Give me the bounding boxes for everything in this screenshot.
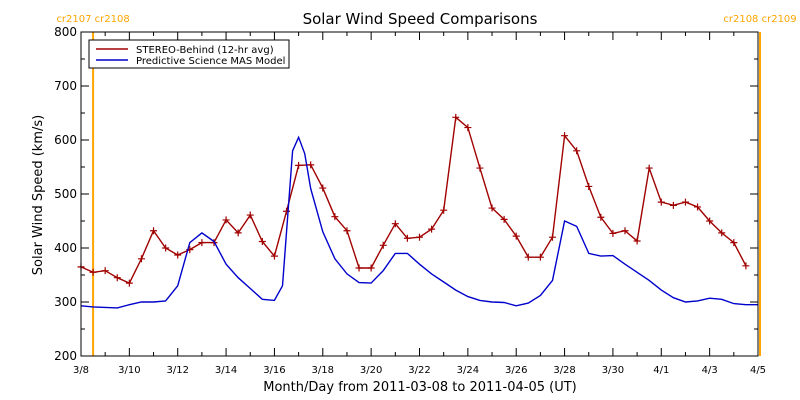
data-point <box>391 220 399 228</box>
x-tick-label: 3/24 <box>457 365 479 376</box>
rotation-marker-label: cr2107 cr2108 <box>56 14 129 25</box>
data-point <box>488 204 496 212</box>
y-tick-label: 600 <box>54 133 77 147</box>
data-point <box>343 227 351 235</box>
x-tick-label: 3/16 <box>263 365 285 376</box>
data-point <box>355 264 363 272</box>
y-tick-label: 400 <box>54 241 77 255</box>
series-line-1 <box>80 115 747 285</box>
x-axis-label: Month/Day from 2011-03-08 to 2011-04-05 … <box>263 380 576 395</box>
data-point <box>621 227 629 235</box>
x-tick-label: 4/5 <box>750 365 766 376</box>
y-tick-label: 300 <box>54 295 77 309</box>
data-point <box>597 213 605 221</box>
data-point <box>681 198 689 206</box>
data-point <box>500 215 508 223</box>
legend-box <box>88 39 290 69</box>
data-point <box>101 267 109 275</box>
data-point <box>379 241 387 249</box>
data-point <box>512 232 520 240</box>
plot-frame <box>80 31 759 357</box>
data-point <box>706 217 714 225</box>
x-tick-label: 3/18 <box>312 365 334 376</box>
data-point <box>718 229 726 237</box>
y-tick-label: 700 <box>54 79 77 93</box>
data-point <box>440 206 448 214</box>
data-point <box>295 161 303 169</box>
data-point <box>561 132 569 140</box>
data-point <box>246 211 254 219</box>
data-point <box>150 227 158 235</box>
y-tick-label: 500 <box>54 187 77 201</box>
rotation-marker-label: cr2108 cr2109 <box>723 14 796 25</box>
data-point <box>694 203 702 211</box>
legend-label: Predictive Science MAS Model <box>136 56 285 67</box>
data-point <box>283 207 291 215</box>
data-point <box>137 255 145 263</box>
data-point <box>742 262 750 270</box>
data-point <box>319 184 327 192</box>
data-point <box>174 251 182 259</box>
data-point <box>645 164 653 172</box>
x-tick-label: 3/22 <box>408 365 430 376</box>
data-point <box>657 198 665 206</box>
chart-title: Solar Wind Speed Comparisons <box>303 10 538 28</box>
data-point <box>573 147 581 155</box>
series-line-2 <box>80 135 758 309</box>
x-tick-label: 4/3 <box>702 365 718 376</box>
data-point <box>403 234 411 242</box>
data-point <box>416 233 423 241</box>
y-tick-label: 800 <box>54 25 77 39</box>
y-axis-label: Solar Wind Speed (km/s) <box>31 115 46 275</box>
data-point <box>367 264 375 272</box>
data-point <box>464 124 472 132</box>
data-point <box>476 164 484 172</box>
data-point <box>331 213 339 221</box>
data-point <box>730 239 738 247</box>
legend-label: STEREO-Behind (12-hr avg) <box>136 45 274 56</box>
data-point <box>270 252 278 260</box>
data-series <box>77 113 758 309</box>
x-tick-label: 3/12 <box>166 365 188 376</box>
data-point <box>669 201 677 209</box>
legend: STEREO-Behind (12-hr avg)Predictive Scie… <box>88 39 290 69</box>
x-tick-label: 3/10 <box>118 365 140 376</box>
data-point <box>524 253 532 261</box>
x-tick-label: 3/20 <box>360 365 382 376</box>
data-point <box>222 216 230 224</box>
data-point <box>585 182 593 190</box>
x-tick-label: 3/30 <box>602 365 624 376</box>
data-point <box>428 225 436 233</box>
rotation-markers: cr2107 cr2108 cr2108 cr2109 <box>56 14 797 356</box>
data-point <box>89 268 97 276</box>
data-point <box>536 253 544 261</box>
axes: 200 300 400 500 600 700 800 3/8 3/10 3/12 3/14 3/16… <box>54 25 766 376</box>
data-point <box>307 161 315 169</box>
data-point <box>548 233 556 241</box>
x-tick-label: 3/28 <box>553 365 575 376</box>
data-point <box>609 229 617 237</box>
data-point <box>258 238 266 246</box>
data-point <box>633 237 641 245</box>
x-tick-label: 3/8 <box>73 365 89 376</box>
y-tick-label: 200 <box>54 349 77 363</box>
x-tick-label: 3/14 <box>215 365 237 376</box>
data-point <box>234 229 242 237</box>
data-point <box>162 244 170 252</box>
data-point <box>113 274 121 282</box>
x-tick-label: 4/1 <box>653 365 669 376</box>
data-point <box>452 113 460 121</box>
data-point <box>125 279 133 287</box>
x-tick-label: 3/26 <box>505 365 527 376</box>
data-point <box>198 239 206 247</box>
